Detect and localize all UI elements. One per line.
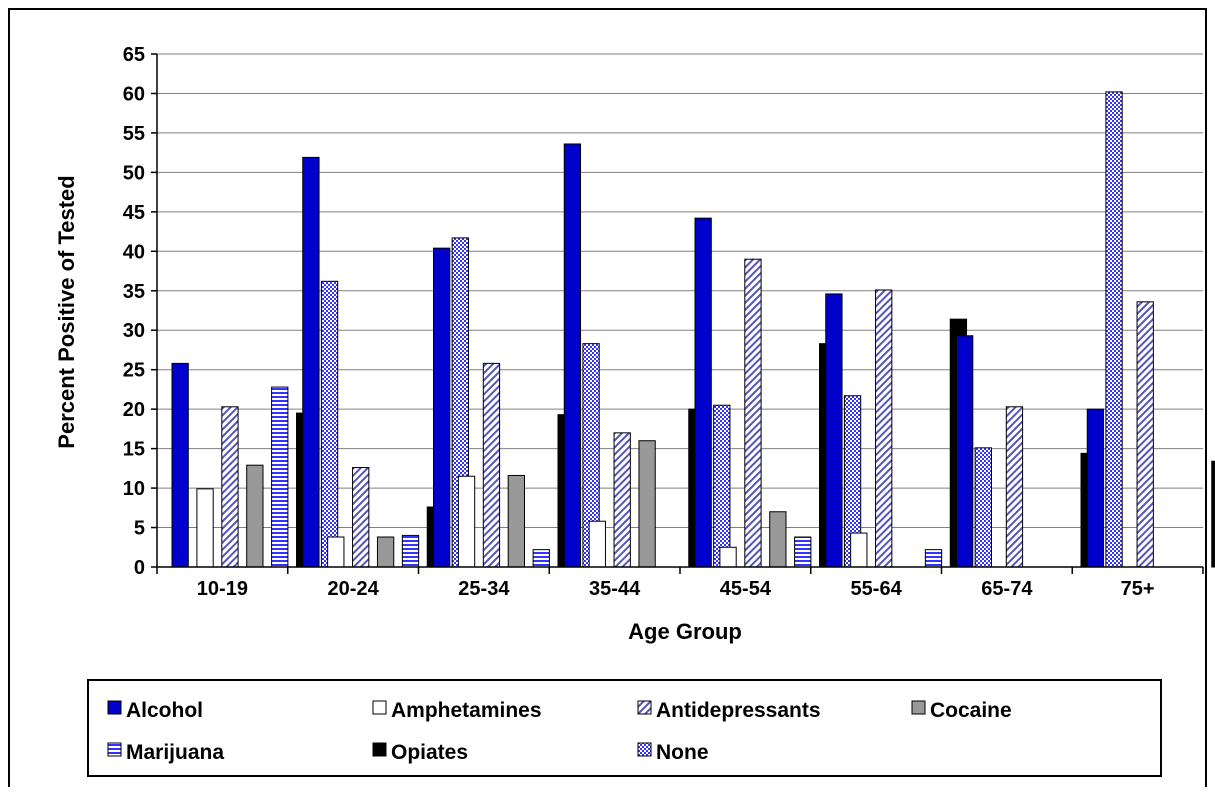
x-tick-label: 20-24: [328, 578, 380, 600]
bar-opiates-75+: [1211, 460, 1215, 568]
bar-amphetamines-10-19: [196, 488, 214, 568]
y-tick-label: 30: [123, 320, 145, 342]
x-tick-label: 65-74: [981, 578, 1033, 600]
legend-swatch-marijuana: [107, 742, 122, 757]
bar-amphetamines-45-54: [719, 546, 737, 568]
y-tick-label: 25: [123, 360, 145, 382]
bar-none-55-64: [974, 447, 992, 568]
y-tick-label: 65: [123, 44, 145, 66]
y-tick-label: 5: [134, 518, 145, 540]
bar-antidepressants-35-44: [613, 432, 631, 568]
bar-alcohol-75+: [1086, 408, 1105, 568]
bar-cocaine-35-44: [638, 440, 656, 568]
bar-antidepressants-45-54: [744, 258, 762, 568]
legend-box: [87, 679, 1162, 777]
bar-alcohol-45-54: [694, 217, 712, 568]
bar-antidepressants-10-19: [221, 406, 239, 568]
y-tick-label: 35: [123, 281, 145, 303]
y-tick-label: 0: [134, 557, 145, 579]
x-tick-label: 25-34: [458, 578, 510, 600]
x-axis-title: Age Group: [628, 619, 742, 644]
legend: Alcohol Amphetamines Antidepressants Cocain…: [87, 679, 1162, 777]
bar-alcohol-35-44: [563, 143, 582, 568]
y-axis-title: Percent Positive of Tested: [54, 175, 79, 448]
legend-label-none: None: [656, 741, 709, 764]
bar-antidepressants-20-24: [352, 467, 370, 568]
bar-alcohol-65-74: [956, 335, 974, 568]
y-tick-label: 60: [123, 83, 145, 105]
legend-label-opiates: Opiates: [391, 741, 468, 764]
x-tick-label: 35-44: [589, 578, 641, 600]
bar-marijuana-10-19: [271, 386, 289, 568]
bar-amphetamines-35-44: [588, 520, 606, 568]
x-tick-label: 45-54: [720, 578, 772, 600]
bar-cocaine-45-54: [769, 511, 787, 568]
bar-antidepressants-25-34: [482, 362, 501, 568]
bar-marijuana-20-24: [401, 534, 420, 568]
legend-swatch-cocaine: [911, 700, 926, 715]
x-tick-label: 55-64: [851, 578, 903, 600]
bar-alcohol-20-24: [302, 156, 320, 568]
bar-amphetamines-25-34: [457, 475, 476, 568]
x-tick-label: 10-19: [197, 578, 248, 600]
bar-antidepressants-65-74: [1005, 406, 1024, 568]
bar-alcohol-55-64: [825, 293, 843, 568]
legend-label-antidepressants: Antidepressants: [656, 699, 821, 722]
bar-antidepressants-55-64: [875, 289, 893, 568]
bar-antidepressants-75+: [1136, 301, 1154, 568]
y-tick-label: 10: [123, 478, 145, 500]
bar-none-65-74: [1105, 91, 1123, 568]
x-tick-label: 75+: [1121, 578, 1155, 600]
bars: [171, 91, 1215, 568]
y-tick-label: 40: [123, 241, 145, 263]
y-tick-label: 20: [123, 399, 145, 421]
legend-label-amphetamines: Amphetamines: [391, 699, 542, 722]
legend-swatch-antidepressants: [637, 700, 652, 715]
bar-cocaine-10-19: [246, 464, 264, 568]
y-tick-label: 55: [123, 123, 145, 145]
bar-none-10-19: [320, 280, 339, 568]
bar-none-35-44: [713, 404, 731, 568]
y-tick-label: 45: [123, 202, 145, 224]
bar-marijuana-55-64: [924, 549, 943, 568]
axes: 0 5 10 15 20 25 30 35 40 45 50 55 60 65 10-19 20-24 25-3…: [123, 44, 1204, 600]
bar-alcohol-10-19: [171, 362, 189, 568]
legend-label-alcohol: Alcohol: [126, 699, 203, 722]
bar-amphetamines-20-24: [327, 536, 345, 568]
legend-swatch-amphetamines: [372, 700, 387, 715]
legend-swatch-opiates: [372, 742, 387, 757]
y-tick-label: 50: [123, 162, 145, 184]
bar-alcohol-25-34: [433, 247, 451, 568]
y-tick-label: 15: [123, 439, 145, 461]
legend-label-marijuana: Marijuana: [126, 741, 224, 764]
bar-marijuana-25-34: [532, 549, 550, 568]
bar-amphetamines-55-64: [850, 532, 868, 568]
bar-marijuana-45-54: [794, 536, 812, 568]
bar-cocaine-20-24: [376, 536, 395, 568]
legend-label-cocaine: Cocaine: [930, 699, 1012, 722]
legend-swatch-alcohol: [107, 700, 122, 715]
legend-swatch-none: [637, 742, 652, 757]
bar-cocaine-25-34: [507, 474, 526, 568]
